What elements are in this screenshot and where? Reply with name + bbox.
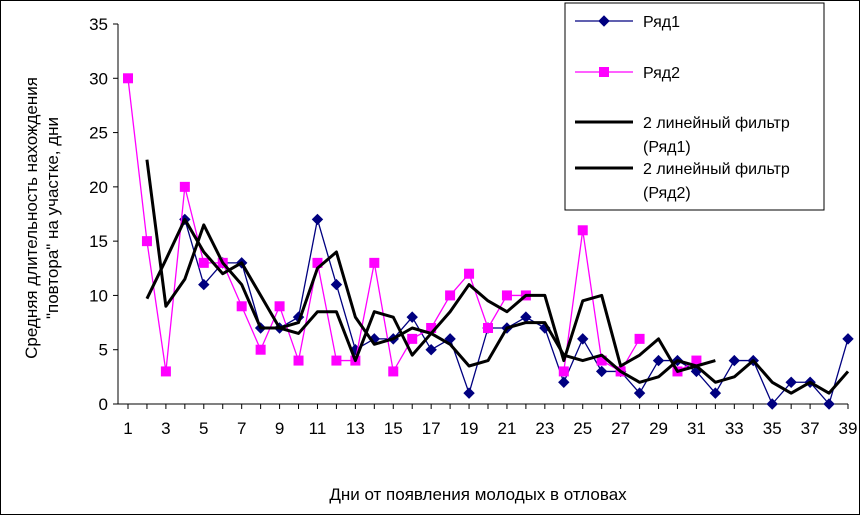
data-point [160,366,171,377]
series-line [145,159,716,373]
series-line [184,218,849,405]
data-point [501,290,512,301]
data-point [483,323,493,333]
y-tick-label: 10 [89,286,108,305]
x-tick-label: 1 [123,419,132,438]
x-tick-label: 29 [649,419,668,438]
series-layer [123,73,854,410]
x-tick-label: 35 [763,419,782,438]
data-point [520,311,532,323]
legend-item: 2 линейный фильтр (Ряд2) [575,161,790,202]
data-point [406,311,418,323]
x-tick-label: 33 [725,419,744,438]
x-axis-ticks: 1 3 5 7 9 11 13 15 17 19 21 23 25 27 29 31 33 35 37 39 [123,404,857,438]
legend-marker [599,67,609,77]
x-tick-label: 39 [839,419,858,438]
legend-item: 2 линейный фильтр (Ряд1) [575,115,790,156]
data-point [330,278,343,291]
series-line [145,217,850,395]
data-point [236,301,247,312]
legend-item: Ряд2 [575,65,680,82]
data-point [445,290,456,301]
legend-label: Ряд1 [643,14,680,31]
y-axis-title-line2: "повтора" на участке, дни [43,117,62,319]
legend-box [564,2,825,211]
series-4 [145,159,716,373]
data-point [311,213,324,226]
data-point [293,355,304,366]
series-3 [145,217,850,395]
y-tick-label: 20 [89,178,108,197]
data-point [274,301,285,312]
data-point [407,333,418,344]
data-point [464,268,475,279]
data-point [709,387,722,399]
x-tick-label: 13 [346,419,365,438]
data-point [652,354,665,367]
data-point [766,398,778,410]
data-point [425,344,437,356]
data-point [728,354,741,367]
y-tick-label: 35 [89,15,108,34]
data-point [595,365,608,378]
x-tick-label: 19 [460,419,479,438]
data-point [198,257,209,268]
data-point [198,278,210,291]
data-point [255,344,266,355]
axes [117,24,848,405]
y-tick-label: 30 [89,69,108,88]
x-tick-label: 23 [535,419,554,438]
x-tick-label: 17 [422,419,441,438]
data-point [577,225,588,236]
y-tick-label: 15 [89,232,108,251]
legend-label: Ряд2 [643,65,680,82]
data-point [331,355,342,366]
legend-label: (Ряд1) [643,139,691,156]
x-tick-label: 27 [611,419,630,438]
legend-label: (Ряд2) [643,185,691,202]
x-tick-label: 31 [687,419,706,438]
y-axis-title-line1: Средняя длительность нахождения [22,77,41,359]
data-point [558,366,569,377]
data-point [842,333,854,345]
x-tick-label: 7 [237,419,246,438]
data-point [123,73,133,84]
data-point [823,398,835,410]
x-tick-label: 21 [497,419,516,438]
x-tick-label: 3 [161,419,170,438]
y-axis-ticks: 0 5 10 15 20 25 30 35 [89,15,118,414]
legend-item: Ряд1 [575,14,680,31]
legend-label: 2 линейный фильтр [643,115,790,132]
y-tick-label: 5 [99,341,108,360]
data-point [558,376,570,388]
legend-marker [598,15,610,27]
data-point [634,333,645,344]
x-tick-label: 25 [573,419,592,438]
x-tick-label: 37 [801,419,820,438]
x-tick-label: 11 [309,419,327,438]
data-point [388,366,399,377]
data-point [179,181,190,192]
x-tick-label: 15 [384,419,403,438]
data-point [141,236,152,247]
x-tick-label: 9 [275,419,284,438]
y-tick-label: 25 [89,124,108,143]
y-tick-label: 0 [99,395,108,414]
legend-label: 2 линейный фильтр [643,161,790,178]
data-point [369,257,380,268]
data-point [463,387,475,399]
data-point [577,333,589,345]
x-tick-label: 5 [199,419,208,438]
x-axis-title: Дни от появления молодых в отловах [329,485,627,504]
data-point [785,376,797,388]
data-point [633,387,646,399]
